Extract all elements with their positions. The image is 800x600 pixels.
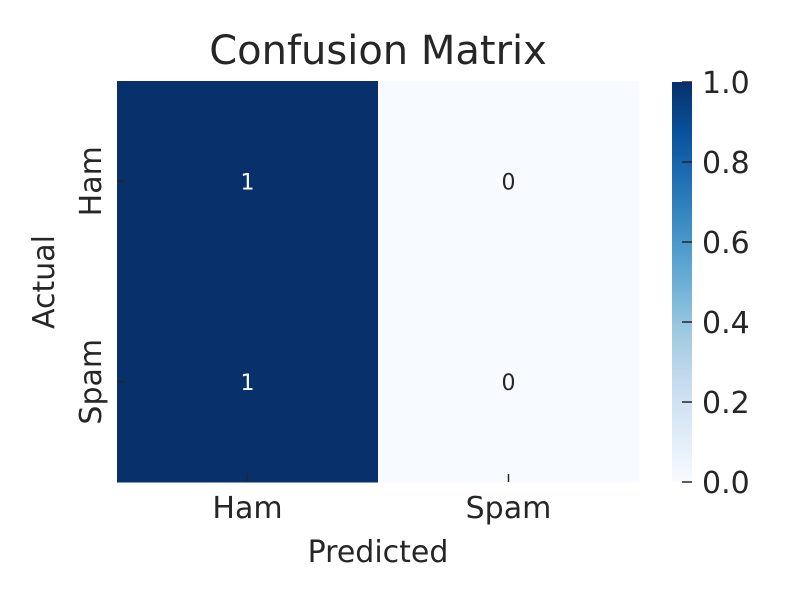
cell-value-label: 0 xyxy=(502,371,516,396)
y-axis-label: Actual xyxy=(27,235,62,329)
x-axis-ticks: Ham Spam xyxy=(212,474,551,526)
colorbar-tick-label: 0.6 xyxy=(702,226,750,261)
colorbar-ticks: 0.0 0.2 0.4 0.6 0.8 1.0 xyxy=(682,66,750,501)
heatmap-cell-ham-spam xyxy=(378,81,640,282)
y-axis-ticks: Ham Spam xyxy=(74,146,125,425)
x-tick-label: Ham xyxy=(212,491,282,526)
colorbar-tick-label: 0.0 xyxy=(702,466,750,501)
x-axis-label: Predicted xyxy=(308,535,449,570)
colorbar-tick-label: 0.8 xyxy=(702,146,750,181)
colorbar-tick-label: 0.4 xyxy=(702,306,750,341)
chart-title: Confusion Matrix xyxy=(209,28,547,74)
colorbar-tick-label: 1.0 xyxy=(702,66,750,101)
heatmap-cell-spam-spam xyxy=(378,281,640,483)
x-tick-label: Spam xyxy=(466,491,552,526)
heatmap-cell-ham-ham xyxy=(117,81,379,282)
cell-value-label: 1 xyxy=(241,371,255,396)
y-tick-label: Spam xyxy=(74,339,109,425)
y-tick-label: Ham xyxy=(74,146,109,216)
heatmap-cell-labels: 1 0 1 0 xyxy=(241,170,516,396)
cell-value-label: 1 xyxy=(241,170,255,195)
heatmap-cells xyxy=(117,81,640,483)
colorbar-tick-label: 0.2 xyxy=(702,386,750,421)
cell-value-label: 0 xyxy=(502,170,516,195)
colorbar xyxy=(672,82,692,482)
heatmap-cell-spam-ham xyxy=(117,281,379,483)
